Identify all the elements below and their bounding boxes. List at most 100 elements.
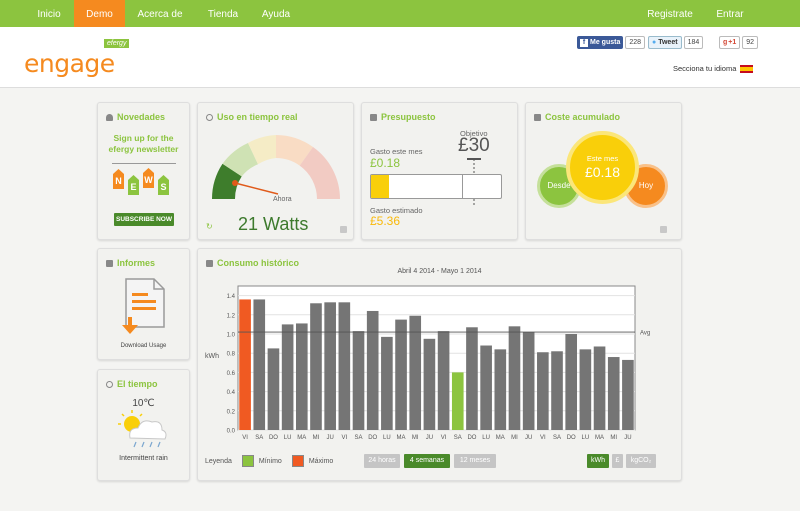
settings-icon[interactable]	[340, 226, 347, 233]
target-value: £30	[458, 135, 490, 156]
x-tick-label: SA	[255, 435, 263, 441]
chart-bar	[522, 332, 535, 430]
cost-title-text: Coste acumulado	[545, 112, 621, 122]
chart-bar	[310, 303, 322, 430]
logo-tag: efergy	[104, 39, 130, 48]
chart-bar	[537, 352, 549, 430]
refresh-icon: ↻	[206, 222, 213, 231]
card-informes: Informes Download Usage	[97, 248, 190, 360]
tweet-button[interactable]: ● Tweet	[648, 36, 682, 49]
chart-bar	[324, 302, 336, 430]
card-title-realtime: Uso en tiempo real	[206, 112, 298, 122]
x-tick-label: DO	[269, 435, 278, 441]
nav-registrate[interactable]: Registrate	[647, 9, 693, 20]
unit-kgco2-button[interactable]: kgCO₂	[626, 454, 656, 468]
facebook-count: 228	[625, 36, 646, 49]
subscribe-now-button[interactable]: SUBSCRIBE NOW	[114, 213, 174, 226]
chart-bar	[366, 310, 379, 430]
y-tick-label: 0.4	[227, 390, 236, 396]
x-tick-label: LU	[582, 435, 590, 441]
chart-bar	[381, 336, 393, 430]
x-tick-label: JU	[326, 435, 333, 441]
chart-legend: Leyenda Mínimo Máximo	[205, 455, 333, 467]
news-tag-n: N	[113, 169, 124, 189]
chart-bar	[607, 357, 620, 430]
google-plus[interactable]: g +1 92	[719, 36, 759, 49]
x-tick-label: VI	[441, 435, 447, 441]
engage-logo[interactable]: engage efergy	[24, 39, 134, 79]
chart-bar	[551, 351, 563, 430]
estimated-marker	[462, 175, 463, 198]
month-circle[interactable]: Este mes £0.18	[566, 131, 639, 204]
unit-pound-button[interactable]: £	[612, 454, 623, 468]
card-title-weather: El tiempo	[106, 379, 158, 389]
card-cost: Coste acumulado Desde Hoy Este mes £0.18	[525, 102, 682, 240]
estimated-value: £5.36	[370, 214, 401, 228]
sun-small-icon	[106, 380, 113, 388]
gauge-segment-5	[299, 147, 340, 199]
nav-demo[interactable]: Demo	[74, 0, 125, 27]
nav-acerca-de[interactable]: Acerca de	[137, 9, 183, 20]
language-selector[interactable]: Secciona tu idioma	[673, 64, 754, 73]
news-tag-w: W	[143, 168, 154, 188]
chart-bar	[494, 349, 507, 430]
card-title-informes: Informes	[106, 258, 155, 268]
google-plus-button[interactable]: g +1	[719, 36, 741, 49]
target-label: Objetivo	[460, 129, 488, 138]
x-tick-label: VI	[540, 435, 546, 441]
chart-bar	[579, 349, 592, 430]
historic-title-text: Consumo histórico	[217, 258, 300, 268]
logo-text: engage	[24, 49, 115, 78]
month-label: Este mes	[586, 154, 619, 163]
card-title-historic: Consumo histórico	[206, 258, 299, 268]
spain-flag-icon[interactable]	[740, 64, 754, 73]
card-weather: El tiempo 10℃ Intermittent rain	[97, 369, 190, 481]
unit-kwh-button[interactable]: kWh	[587, 454, 609, 468]
range-12-meses-button[interactable]: 12 meses	[454, 454, 496, 468]
facebook-icon: f	[580, 38, 588, 47]
card-budget: Presupuesto Objetivo £30 Gasto este mes …	[361, 102, 518, 240]
legend-label: Leyenda	[205, 457, 232, 465]
report-icon	[106, 259, 113, 267]
budget-fill	[371, 175, 390, 198]
rain-cloud-icon	[118, 410, 167, 448]
x-tick-label: MA	[297, 435, 306, 441]
facebook-like-button[interactable]: f Me gusta	[577, 36, 624, 49]
y-axis-label: kWh	[205, 353, 219, 360]
nav-inicio[interactable]: Inicio	[37, 9, 61, 20]
range-24-horas-button[interactable]: 24 horas	[364, 454, 400, 468]
y-tick-label: 0.6	[227, 371, 236, 377]
download-usage-label[interactable]: Download Usage	[120, 343, 167, 349]
card-novedades: Novedades Sign up for the efergy newslet…	[97, 102, 190, 240]
y-tick-label: 1.0	[227, 333, 236, 339]
twitter-tweet[interactable]: ● Tweet 184	[648, 36, 704, 49]
weather-title-text: El tiempo	[117, 379, 158, 389]
facebook-like[interactable]: f Me gusta 228	[577, 36, 646, 49]
y-tick-label: 1.2	[227, 313, 236, 319]
x-tick-label: MA	[397, 435, 406, 441]
temperature: 10℃	[132, 398, 155, 409]
nav-tienda[interactable]: Tienda	[207, 9, 239, 20]
x-tick-label: MA	[595, 435, 604, 441]
legend-min-label: Mínimo	[258, 457, 282, 465]
budget-bar	[370, 174, 502, 199]
twitter-count: 184	[683, 36, 704, 49]
chart-date-range: Abril 4 2014 - Mayo 1 2014	[397, 268, 482, 275]
nav-ayuda[interactable]: Ayuda	[261, 9, 291, 20]
download-document-icon[interactable]	[120, 277, 168, 339]
chart-bar	[480, 345, 492, 430]
gauge-segment-3	[248, 135, 276, 165]
nav-entrar[interactable]: Entrar	[716, 9, 744, 20]
card-realtime: Uso en tiempo real Ahora ↻ 21 Watts	[197, 102, 354, 240]
range-4-semanas-button[interactable]: 4 semanas	[404, 454, 450, 468]
average-label: Avg	[640, 331, 650, 337]
chart-bar	[593, 346, 606, 430]
x-tick-label: DO	[368, 435, 377, 441]
card-historic: Consumo histórico Abril 4 2014 - Mayo 1 …	[197, 248, 682, 481]
card-title-cost: Coste acumulado	[534, 112, 620, 122]
x-tick-label: LU	[284, 435, 292, 441]
x-tick-label: MI	[610, 435, 617, 441]
cost-settings-icon[interactable]	[660, 226, 667, 233]
x-tick-label: VI	[242, 435, 248, 441]
chart-bar	[423, 338, 436, 430]
